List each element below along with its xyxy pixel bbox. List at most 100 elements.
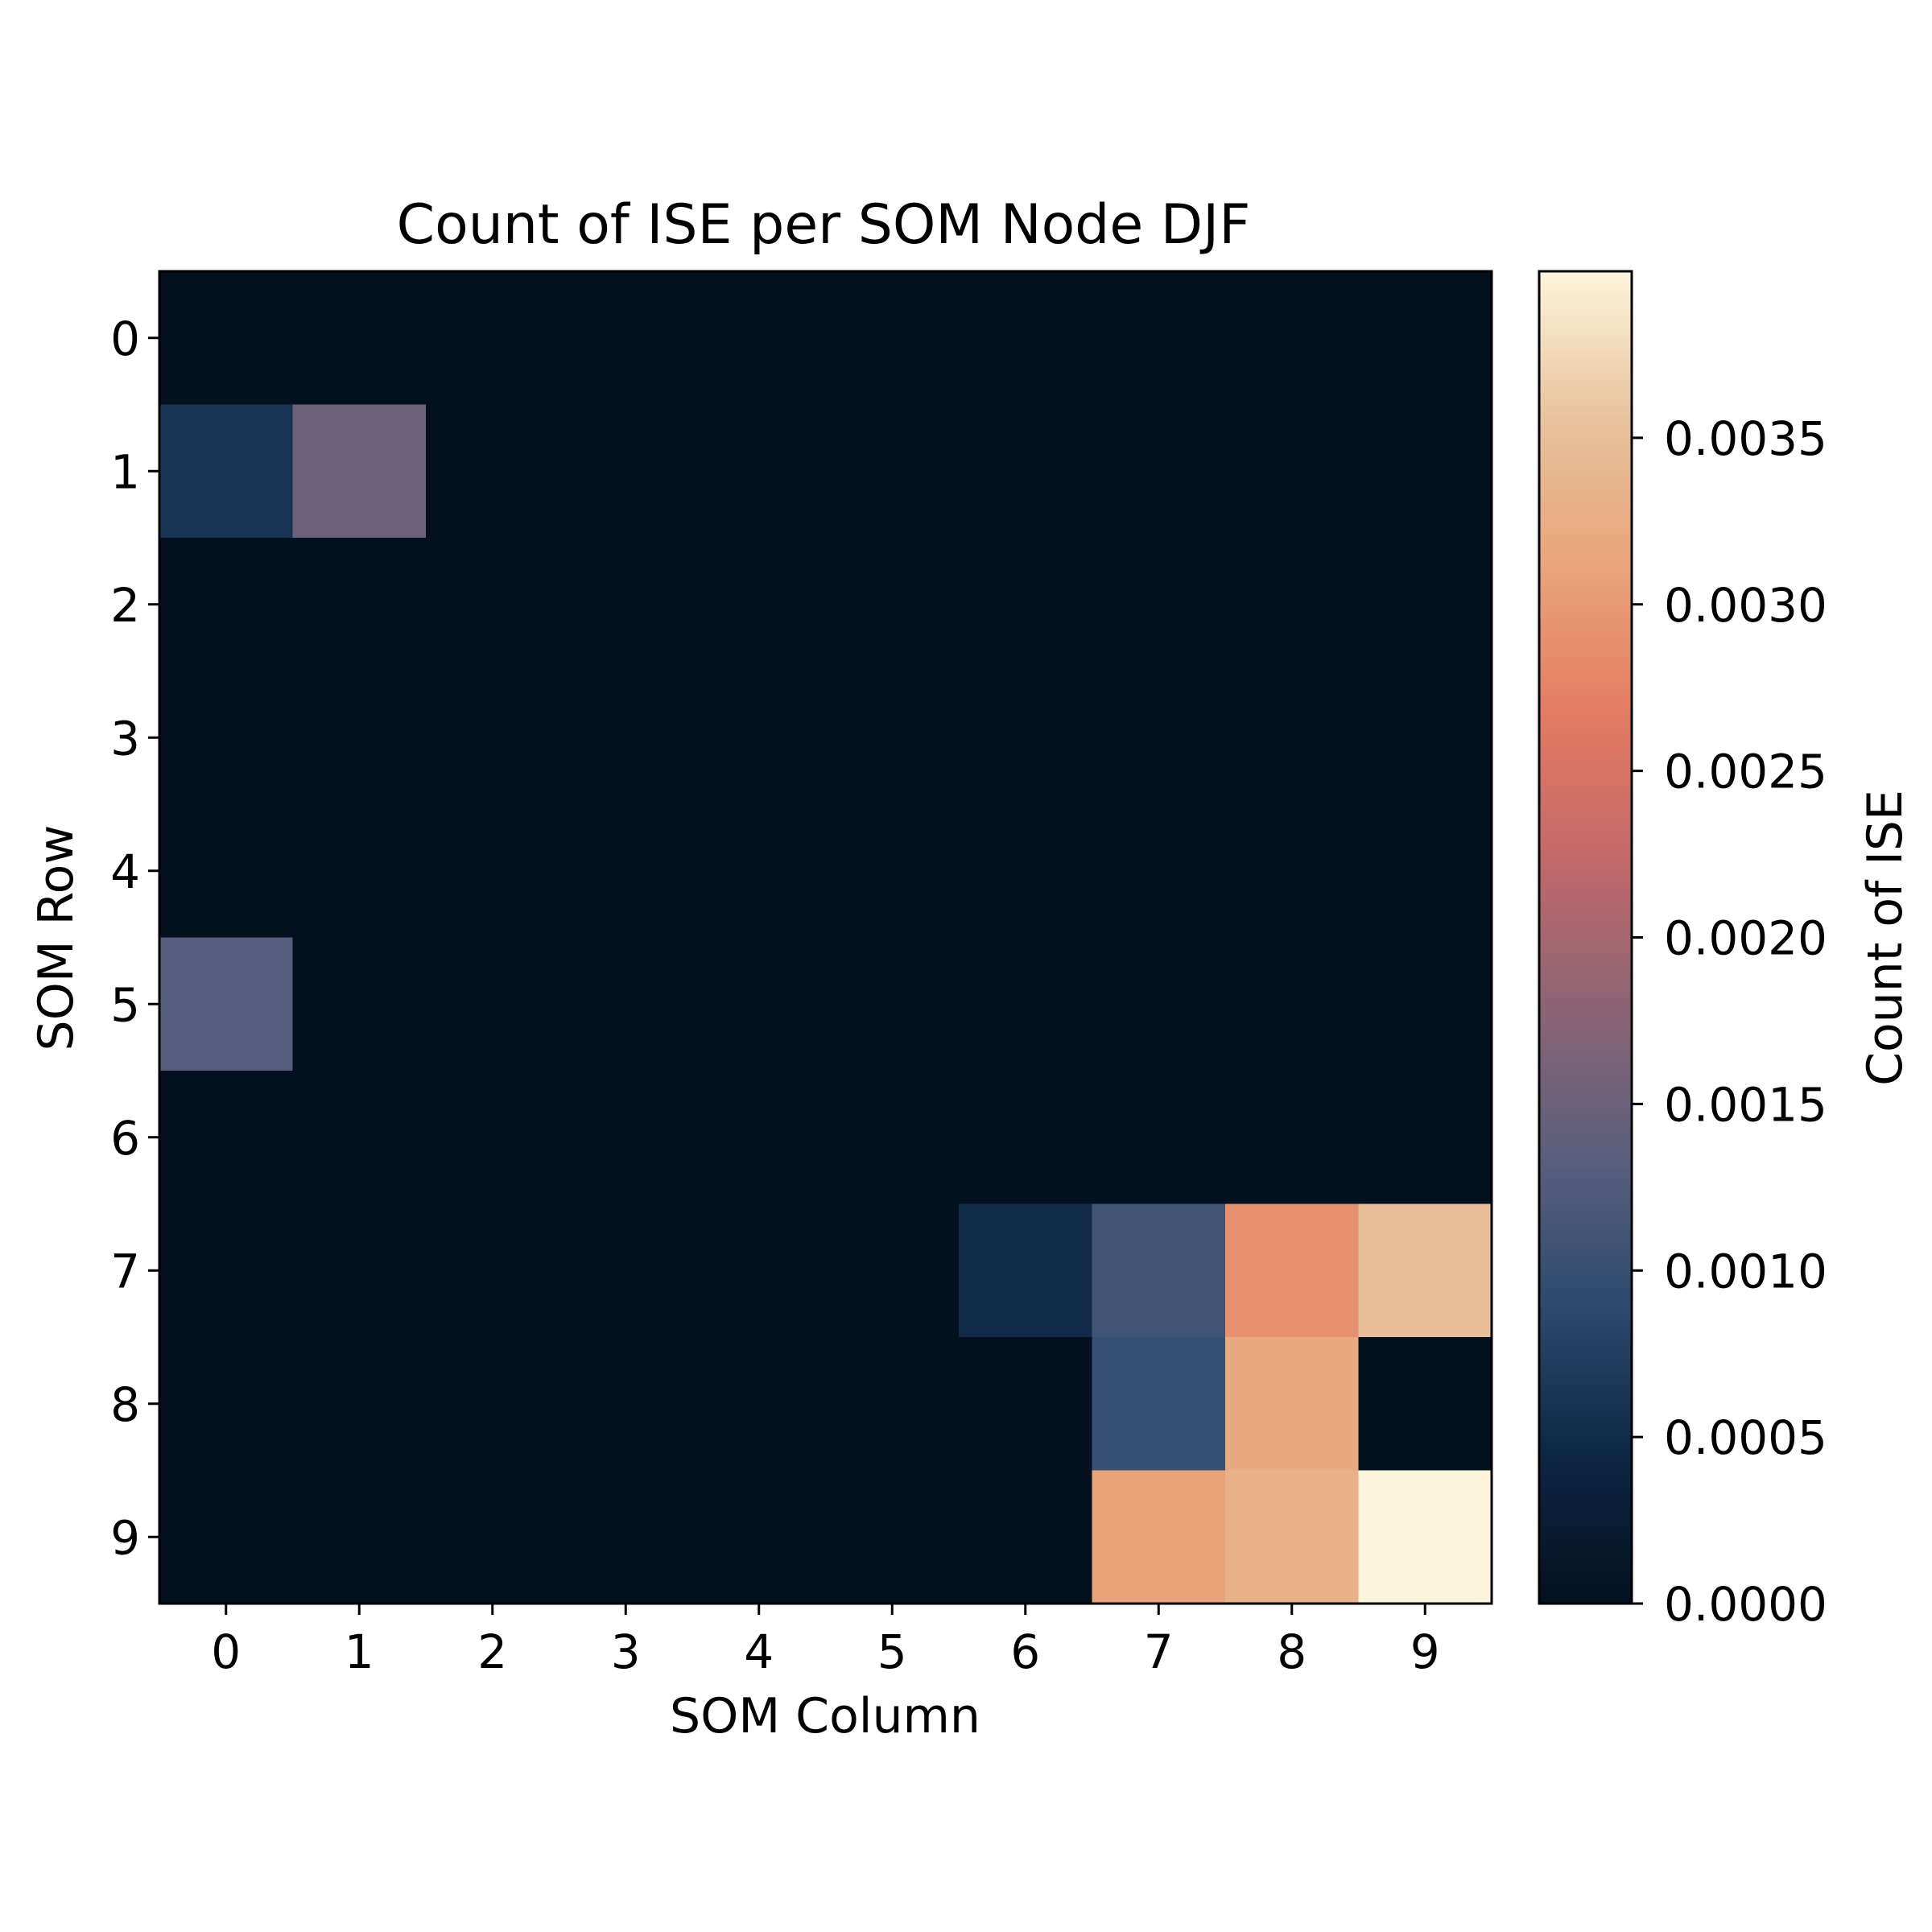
y-axis-label: SOM Row <box>28 825 85 1051</box>
heatmap-cell-r6-c5 <box>825 1071 960 1204</box>
colorbar-tick-label: 0.0025 <box>1664 745 1827 799</box>
colorbar-tick-label: 0.0015 <box>1664 1077 1827 1132</box>
colorbar <box>1538 270 1633 1605</box>
heatmap-cell-r8-c6 <box>959 1337 1092 1471</box>
heatmap-cell-r0-c0 <box>159 271 293 405</box>
heatmap-cell-r3-c6 <box>959 671 1092 805</box>
y-axis-ticks: 0 1 2 3 4 5 6 7 8 9 <box>110 312 159 1565</box>
x-tick-label: 8 <box>1277 1624 1307 1679</box>
heatmap-cell-r7-c8 <box>1225 1203 1359 1338</box>
chart-title: Count of ISE per SOM Node DJF <box>397 193 1251 257</box>
heatmap-cell-r2-c2 <box>426 538 559 671</box>
colorbar-tick-label: 0.0020 <box>1664 911 1827 966</box>
heatmap-cell-r0-c2 <box>426 271 559 405</box>
heatmap-cell-r5-c8 <box>1225 937 1359 1071</box>
heatmap-cell-r7-c7 <box>1092 1203 1226 1338</box>
heatmap-cell-r1-c7 <box>1092 404 1226 539</box>
heatmap-cell-r4-c1 <box>292 804 427 938</box>
heatmap-cell-r4-c4 <box>692 804 826 938</box>
heatmap-cell-r4-c5 <box>825 804 960 938</box>
heatmap-cell-r7-c4 <box>692 1203 826 1338</box>
heatmap-cell-r3-c8 <box>1225 671 1359 805</box>
x-tick-label: 6 <box>1010 1624 1040 1679</box>
heatmap-cell-r3-c7 <box>1092 671 1226 805</box>
heatmap-cell-r3-c1 <box>292 671 427 805</box>
heatmap-cell-r7-c2 <box>426 1203 559 1338</box>
heatmap-cell-r7-c1 <box>292 1203 427 1338</box>
heatmap-cell-r6-c7 <box>1092 1071 1226 1204</box>
heatmap-cell-r1-c3 <box>559 404 693 539</box>
heatmap-cell-r3-c5 <box>825 671 960 805</box>
colorbar-tick-label: 0.0000 <box>1664 1577 1827 1632</box>
heatmap-cell-r3-c9 <box>1358 671 1492 805</box>
colorbar-ticks: 0.0000 0.0005 0.0010 0.0015 0.0020 0.0025 0.00… <box>1632 411 1827 1632</box>
colorbar-tick-label: 0.0035 <box>1664 411 1827 466</box>
heatmap-cell-r4-c2 <box>426 804 559 938</box>
x-tick-label: 3 <box>611 1624 641 1679</box>
heatmap-cell-r6-c0 <box>159 1071 293 1204</box>
y-tick-label: 1 <box>110 444 140 499</box>
heatmap-cell-r3-c2 <box>426 671 559 805</box>
heatmap-cell-r2-c0 <box>159 538 293 671</box>
heatmap-cell-r2-c3 <box>559 538 693 671</box>
heatmap-cell-r2-c4 <box>692 538 826 671</box>
heatmap-cell-r6-c8 <box>1225 1071 1359 1204</box>
heatmap-cell-r8-c7 <box>1092 1337 1226 1471</box>
y-tick-label: 4 <box>110 844 140 899</box>
colorbar-tick-label: 0.0010 <box>1664 1244 1827 1298</box>
y-tick-label: 9 <box>110 1510 140 1565</box>
heatmap-cell-r9-c2 <box>426 1470 559 1604</box>
heatmap-cell-r5-c5 <box>825 937 960 1071</box>
x-tick-label: 9 <box>1410 1624 1440 1679</box>
heatmap-cell-r7-c5 <box>825 1203 960 1338</box>
x-tick-label: 7 <box>1144 1624 1174 1679</box>
heatmap-cell-r0-c1 <box>292 271 427 405</box>
heatmap-cell-r2-c8 <box>1225 538 1359 671</box>
x-tick-label: 5 <box>877 1624 907 1679</box>
heatmap-cell-r5-c1 <box>292 937 427 1071</box>
plot-frame <box>158 270 1493 1605</box>
y-tick-label: 5 <box>110 977 140 1032</box>
heatmap-cell-r9-c1 <box>292 1470 427 1604</box>
y-tick-label: 7 <box>110 1244 140 1298</box>
heatmap-cell-r1-c6 <box>959 404 1092 539</box>
heatmap-cell-r9-c7 <box>1092 1470 1226 1604</box>
heatmap-cell-r5-c6 <box>959 937 1092 1071</box>
heatmap-cell-r9-c3 <box>559 1470 693 1604</box>
x-tick-label: 1 <box>345 1624 374 1679</box>
heatmap-cell-r4-c3 <box>559 804 693 938</box>
heatmap-cell-r5-c7 <box>1092 937 1226 1071</box>
heatmap-cell-r1-c8 <box>1225 404 1359 539</box>
heatmap-cell-r9-c8 <box>1225 1470 1359 1604</box>
heatmap-cell-r5-c9 <box>1358 937 1492 1071</box>
heatmap-cell-r1-c9 <box>1358 404 1492 539</box>
heatmap-cell-r3-c0 <box>159 671 293 805</box>
heatmap-cell-r8-c1 <box>292 1337 427 1471</box>
heatmap-cell-r2-c1 <box>292 538 427 671</box>
heatmap-cell-r0-c5 <box>825 271 960 405</box>
heatmap-cell-r5-c4 <box>692 937 826 1071</box>
heatmap-cell-r6-c6 <box>959 1071 1092 1204</box>
heatmap-cell-r4-c7 <box>1092 804 1226 938</box>
heatmap-cell-r8-c5 <box>825 1337 960 1471</box>
heatmap-cell-r8-c4 <box>692 1337 826 1471</box>
heatmap-cell-r9-c4 <box>692 1470 826 1604</box>
heatmap-cell-r1-c2 <box>426 404 559 539</box>
heatmap-cell-r2-c7 <box>1092 538 1226 671</box>
heatmap-cell-r5-c2 <box>426 937 559 1071</box>
heatmap-cell-r7-c0 <box>159 1203 293 1338</box>
heatmap-cell-r9-c0 <box>159 1470 293 1604</box>
heatmap-cell-r8-c0 <box>159 1337 293 1471</box>
colorbar-tick-label: 0.0030 <box>1664 578 1827 633</box>
colorbar-tick-label: 0.0005 <box>1664 1410 1827 1465</box>
heatmap-cell-r0-c4 <box>692 271 826 405</box>
heatmap-cell-r0-c6 <box>959 271 1092 405</box>
heatmap-cell-r0-c8 <box>1225 271 1359 405</box>
heatmap-cell-r9-c6 <box>959 1470 1092 1604</box>
heatmap-cell-r0-c7 <box>1092 271 1226 405</box>
heatmap-cell-r5-c3 <box>559 937 693 1071</box>
y-tick-label: 6 <box>110 1111 140 1166</box>
heatmap-cell-r9-c5 <box>825 1470 960 1604</box>
colorbar-label: Count of ISE <box>1857 790 1913 1086</box>
